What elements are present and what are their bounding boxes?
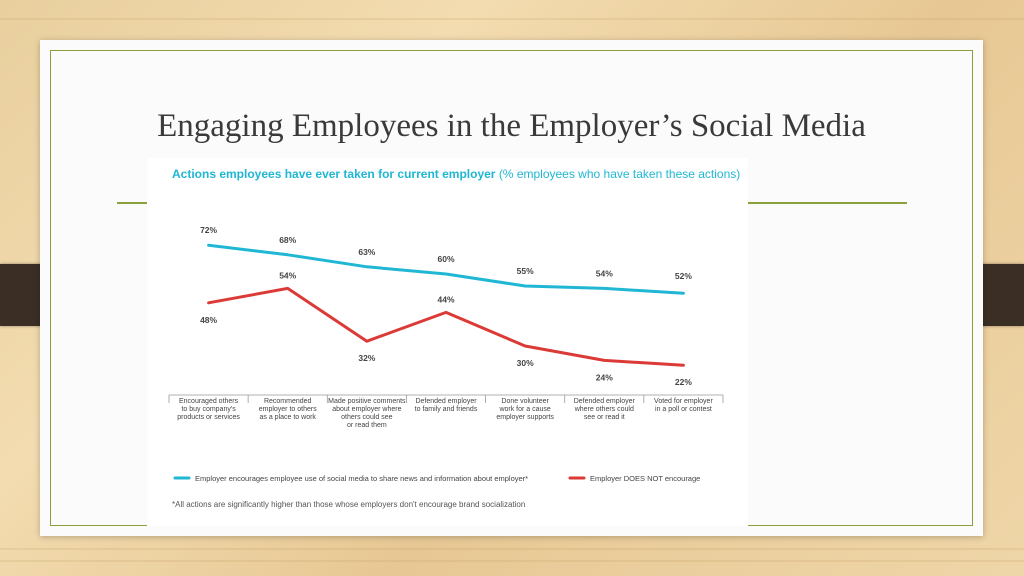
chart-footnote: *All actions are significantly higher th… [172,500,525,509]
data-label: 60% [437,254,454,264]
data-label: 30% [517,358,534,368]
data-label: 24% [596,372,613,382]
legend-label: Employer DOES NOT encourage [590,474,700,483]
data-label: 72% [200,225,217,235]
category-label: Defended employer to family and friends [415,398,478,413]
data-label: 52% [675,271,692,281]
title-rule-right [748,202,907,204]
slide-title: Engaging Employees in the Employer’s Soc… [157,108,866,144]
data-label: 68% [279,235,296,245]
category-label: Recommended employer to others as a place … [259,398,317,421]
data-label: 48% [200,315,217,325]
line-chart: Actions employees have ever taken for cu… [168,167,740,509]
data-label: 44% [437,294,454,304]
category-label: Made positive comments about employer whe… [328,398,406,429]
data-label: 22% [675,377,692,387]
data-label: 32% [358,353,375,363]
category-label: Voted for employer in a poll or contest [654,398,713,413]
series-line-encourages [207,243,685,295]
category-label: Defended employer where others could see o… [574,398,636,421]
series-line-not-encourage [207,286,685,367]
chart-panel: Actions employees have ever taken for cu… [147,158,748,526]
category-label: Done volunteer work for a cause employer s… [496,398,554,421]
slide: Engaging Employees in the Employer’s Soc… [40,40,983,536]
data-label: 63% [358,247,375,257]
title-rule-left [117,202,147,204]
data-label: 55% [517,266,534,276]
category-label: Encouraged others to buy company's product… [177,398,240,421]
data-label: 54% [279,270,296,280]
data-label: 54% [596,268,613,278]
chart-title: Actions employees have ever taken for cu… [172,167,740,181]
legend-label: Employer encourages employee use of soci… [195,474,528,483]
